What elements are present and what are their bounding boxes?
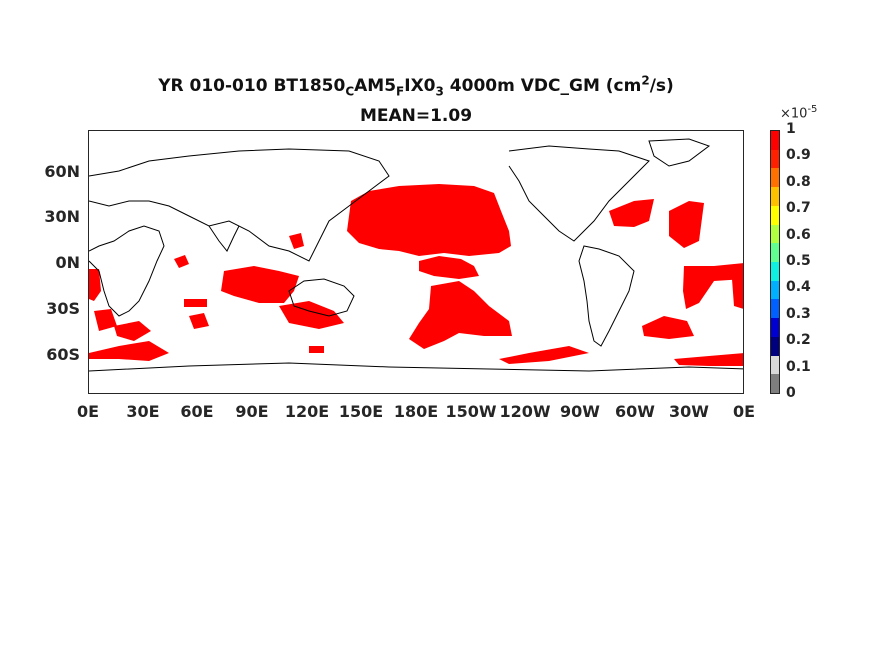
colorbar-tick-label: 0.1 [786, 358, 811, 375]
colorbar-segment [771, 317, 779, 337]
x-tick-label: 30E [126, 402, 160, 421]
x-tick-label: 150E [338, 402, 384, 421]
colorbar-tick-label: 0.2 [786, 332, 811, 349]
colorbar-tick-label: 0.9 [786, 147, 811, 164]
field-southern-indian-1 [94, 309, 117, 331]
colorbar-tick-label: 0.8 [786, 173, 811, 190]
y-tick-label: 30N [44, 207, 80, 226]
colorbar-segment [771, 242, 779, 262]
y-tick-label: 30S [46, 299, 80, 318]
coast-north-america [508, 145, 650, 242]
world-map [89, 138, 743, 372]
field-south-pacific [409, 281, 512, 349]
colorbar-segment [771, 224, 779, 244]
colorbar-segment [771, 280, 779, 300]
field-indian-ocean [221, 266, 299, 303]
coast-greenland [648, 138, 711, 167]
field-south-atlantic [642, 316, 694, 339]
colorbar-segment [771, 355, 779, 375]
x-tick-label: 150W [445, 402, 497, 421]
colorbar-segment [771, 149, 779, 169]
colorbar-tick-label: 0.3 [786, 305, 811, 322]
colorbar-tick-label: 0.4 [786, 279, 811, 296]
field-atlantic-east-edge [732, 276, 743, 309]
colorbar-tick-label: 1 [786, 121, 796, 137]
field-small-4 [309, 346, 324, 353]
colorbar-segment [771, 336, 779, 356]
field-south-pacific-band [499, 346, 589, 364]
coast-europe-asia [89, 148, 390, 262]
x-tick-label: 60W [615, 402, 655, 421]
field-small-3 [289, 233, 304, 249]
x-tick-label: 0E [732, 402, 756, 421]
y-tick-label: 0N [55, 253, 80, 272]
field-southern-ocean-mid [189, 313, 209, 329]
field-south-atlantic-band [674, 353, 743, 366]
colorbar-segment [771, 373, 779, 393]
x-tick-label: 60E [180, 402, 214, 421]
field-north-atlantic-east [669, 201, 704, 248]
coast-india [208, 225, 240, 252]
map-subtitle-mean: MEAN=1.09 [359, 106, 473, 126]
x-tick-label: 90W [560, 402, 600, 421]
colorbar-tick-label: 0.5 [786, 253, 811, 269]
field-small-1 [174, 255, 189, 268]
colorbar [770, 130, 780, 394]
y-tick-label: 60S [46, 345, 80, 364]
map-plot-area [88, 130, 744, 394]
vdc-field-regions [89, 184, 743, 366]
colorbar-segment [771, 167, 779, 188]
field-small-2 [184, 299, 207, 307]
coast-south-america [578, 245, 635, 347]
field-africa-west-coast [89, 269, 101, 301]
colorbar-segment [771, 131, 779, 150]
colorbar-segment [771, 186, 779, 206]
x-tick-label: 90E [235, 402, 269, 421]
field-north-atlantic [609, 199, 654, 227]
x-tick-label: 120E [284, 402, 330, 421]
x-tick-label: 0E [76, 402, 100, 421]
coast-antarctica [89, 362, 743, 372]
x-tick-label: 120W [499, 402, 551, 421]
field-indian-ocean-east [279, 301, 344, 329]
x-tick-label: 180E [393, 402, 439, 421]
field-southern-ocean-west [89, 341, 169, 361]
field-tropical-atlantic [683, 263, 743, 309]
colorbar-segment [771, 261, 779, 281]
y-tick-label: 60N [44, 162, 80, 181]
map-title: YR 010-010 BT1850CAM5FIX03 4000m VDC_GM … [158, 73, 674, 99]
field-north-pacific [347, 184, 511, 256]
colorbar-segment [771, 205, 779, 225]
colorbar-tick-label: 0.6 [786, 226, 811, 243]
colorbar-multiplier: ×10-5 [780, 104, 818, 122]
coast-africa [89, 225, 165, 317]
x-tick-label: 30W [669, 402, 709, 421]
colorbar-tick-label: 0.7 [786, 200, 811, 217]
field-central-pacific [419, 256, 479, 279]
colorbar-segment [771, 298, 779, 319]
field-southern-indian-2 [114, 321, 151, 341]
coast-australia [288, 278, 355, 317]
colorbar-tick-label: 0 [786, 385, 796, 401]
coastlines [89, 138, 743, 372]
